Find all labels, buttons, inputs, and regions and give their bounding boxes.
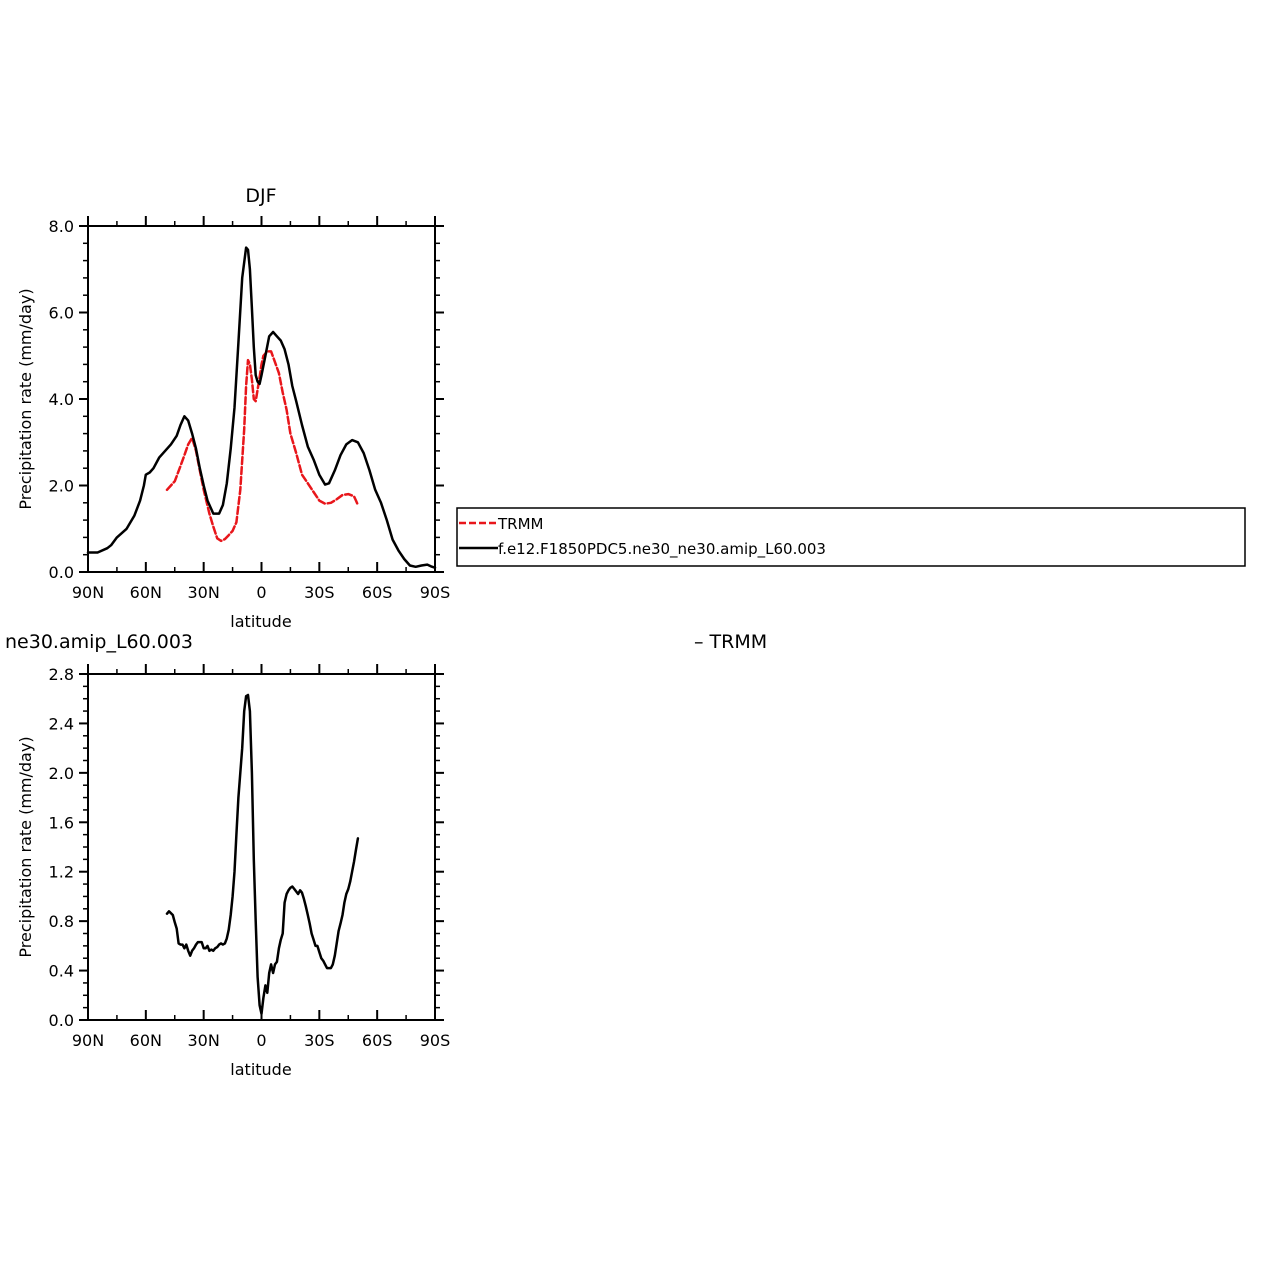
y-tick-label: 1.2 — [49, 863, 74, 882]
panel1-plot-frame — [87, 225, 436, 573]
series-line-0 — [165, 693, 360, 1016]
panel2-x-axis-title: latitude — [230, 1060, 291, 1079]
y-tick-label: 2.0 — [49, 477, 74, 496]
chart-legend: TRMM f.e12.F1850PDC5.ne30_ne30.amip_L60.… — [456, 507, 1246, 567]
panel1-title: DJF — [245, 185, 276, 207]
panel2-y-axis-title: Precipitation rate (mm/day) — [16, 736, 35, 957]
legend-trmm-label: TRMM — [497, 515, 543, 533]
x-tick-label: 90N — [72, 583, 104, 602]
y-tick-label: 2.4 — [49, 714, 74, 733]
series-line-f-e12-f1850pdc5-ne30-ne30-amip-l60-003 — [86, 246, 437, 569]
x-tick-label: 0 — [256, 583, 266, 602]
panel1-x-axis-title: latitude — [230, 612, 291, 631]
series-line-trmm — [165, 350, 360, 543]
panel1-series — [86, 246, 437, 569]
y-tick-label: 6.0 — [49, 304, 74, 323]
x-tick-label: 90S — [420, 583, 451, 602]
panel2-title-right: – TRMM — [694, 631, 767, 653]
legend-model-label: f.e12.F1850PDC5.ne30_ne30.amip_L60.003 — [498, 540, 826, 559]
y-tick-label: 2.8 — [49, 665, 74, 684]
difference-precipitation-chart: ne30.amip_L60.003 – TRMM 90N 60N 30N 0 30S 60… — [5, 631, 767, 1079]
y-tick-label: 0.4 — [49, 962, 74, 981]
x-tick-label: 60S — [362, 583, 393, 602]
panel2-ticks: 90N 60N 30N 0 30S 60S 90S 0.0 0.4 0.8 1.2 1.6 2.0 2.4… — [49, 664, 451, 1050]
y-tick-label: 0.8 — [49, 912, 74, 931]
panel1-y-axis-title: Precipitation rate (mm/day) — [16, 288, 35, 509]
x-tick-label: 60N — [130, 1031, 162, 1050]
y-tick-label: 4.0 — [49, 390, 74, 409]
x-tick-label: 30S — [304, 1031, 335, 1050]
x-tick-label: 30N — [188, 583, 220, 602]
y-tick-label: 2.0 — [49, 764, 74, 783]
x-tick-label: 90S — [420, 1031, 451, 1050]
x-tick-label: 60S — [362, 1031, 393, 1050]
panel2-plot-frame — [87, 673, 436, 1021]
y-tick-label: 0.0 — [49, 1011, 74, 1030]
y-tick-label: 1.6 — [49, 813, 74, 832]
x-tick-label: 90N — [72, 1031, 104, 1050]
x-tick-label: 30S — [304, 583, 335, 602]
djf-precipitation-chart: DJF 90N 60N 30N 0 30S 60S 90S 0.0 2.0 4.0 6.0 8.0 l… — [16, 185, 450, 631]
panel2-title-left: ne30.amip_L60.003 — [5, 631, 193, 653]
y-tick-label: 8.0 — [49, 217, 74, 236]
x-tick-label: 60N — [130, 583, 162, 602]
legend-box — [456, 507, 1246, 567]
x-tick-label: 0 — [256, 1031, 266, 1050]
y-tick-label: 0.0 — [49, 563, 74, 582]
panel2-series — [165, 693, 360, 1016]
x-tick-label: 30N — [188, 1031, 220, 1050]
panel1-ticks: 90N 60N 30N 0 30S 60S 90S 0.0 2.0 4.0 6.0 8.0 — [49, 216, 451, 602]
